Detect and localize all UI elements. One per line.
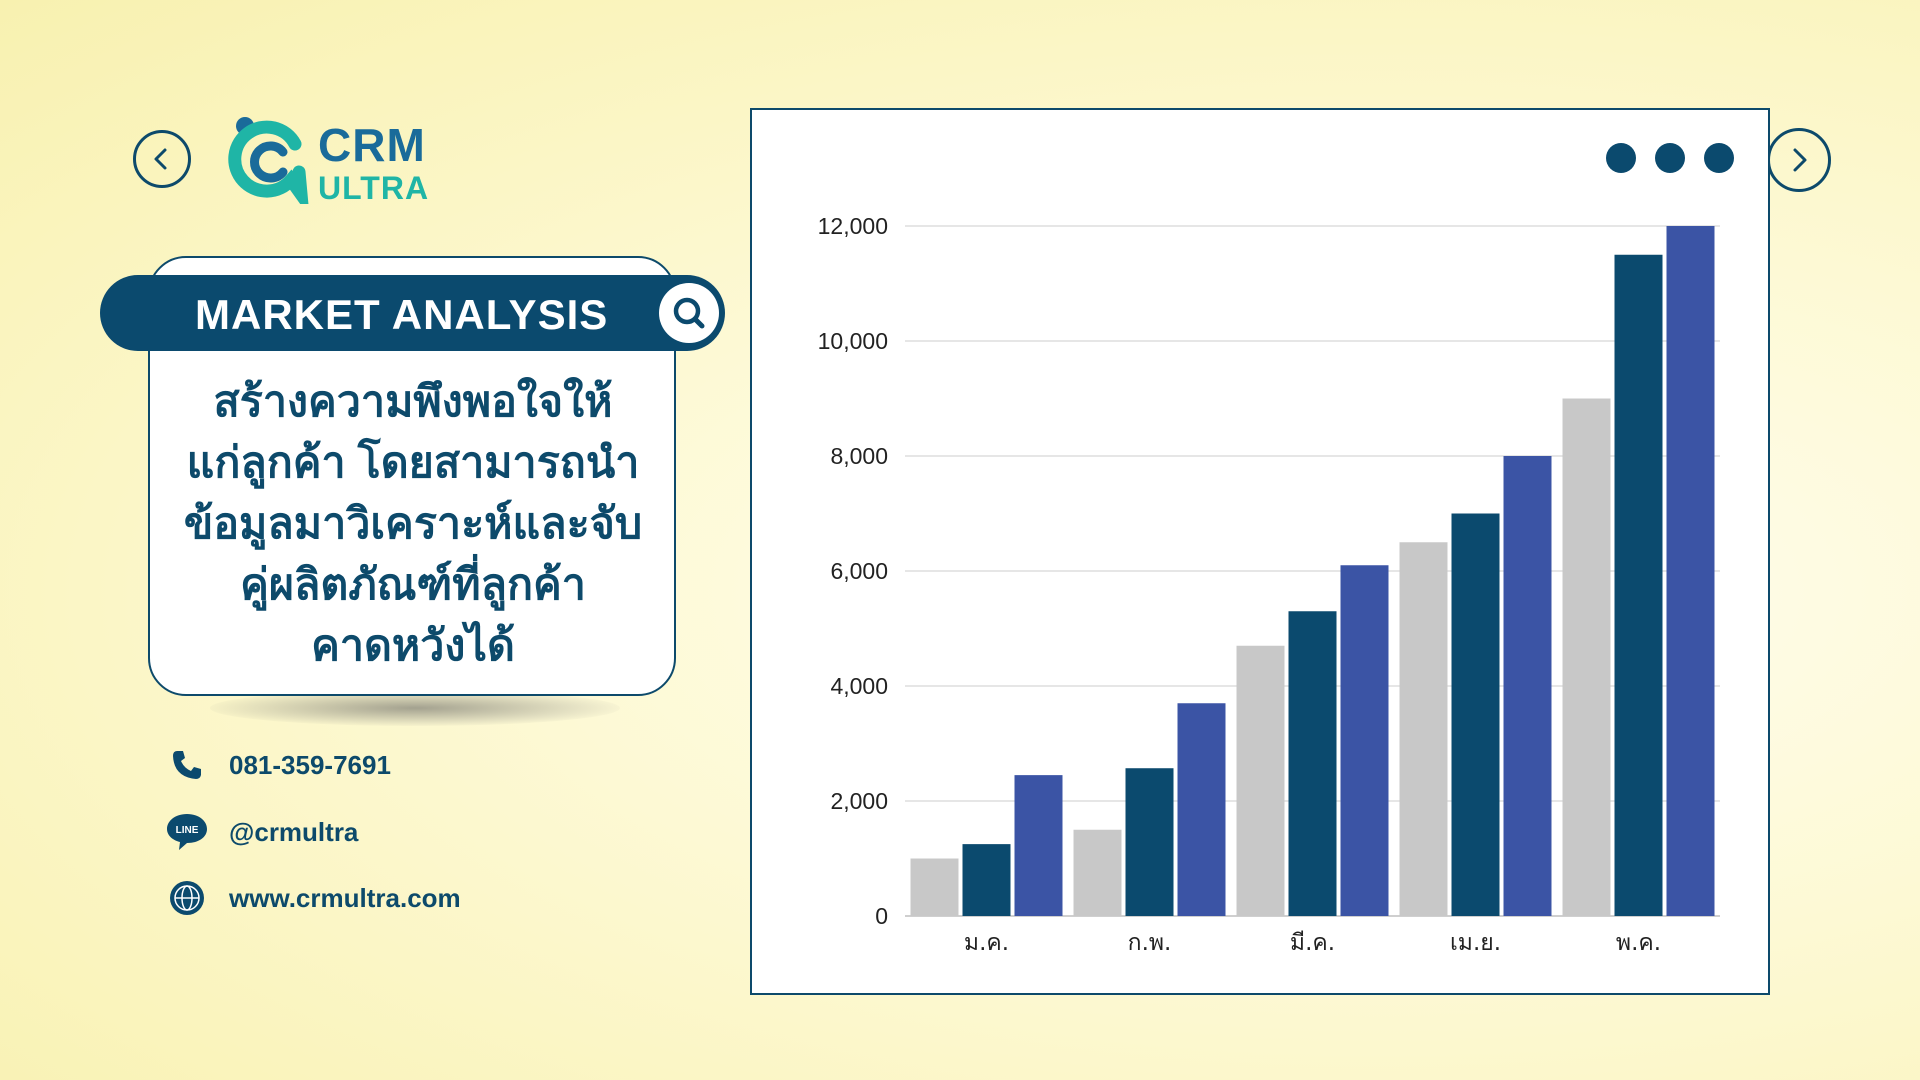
bar	[1236, 645, 1285, 916]
x-tick-label: เม.ย.	[1450, 930, 1501, 956]
bar	[1451, 513, 1500, 916]
brand-name: CRM	[318, 119, 426, 171]
bar	[1562, 398, 1611, 916]
x-tick-label: มี.ค.	[1290, 930, 1335, 956]
line-id: @crmultra	[229, 816, 359, 847]
chevron-right-icon	[1793, 148, 1807, 172]
phone-number: 081-359-7691	[229, 749, 391, 780]
bar	[1340, 565, 1389, 916]
y-tick-label: 8,000	[830, 443, 888, 469]
y-tick-label: 12,000	[818, 213, 888, 239]
previous-button[interactable]	[133, 130, 191, 188]
bar	[1503, 456, 1552, 916]
bar	[910, 858, 959, 916]
card-line: แก่ลูกค้า โดยสามารถนำ	[186, 439, 640, 487]
bar	[1014, 775, 1063, 916]
card-shadow	[210, 690, 620, 726]
banner-title: MARKET ANALYSIS	[195, 291, 609, 338]
contact-website[interactable]: www.crmultra.com	[165, 873, 461, 923]
card-description: สร้างความพึงพอใจให้ แก่ลูกค้า โดยสามารถน…	[170, 372, 656, 677]
x-tick-label: ม.ค.	[964, 930, 1009, 956]
chevron-left-icon	[154, 148, 167, 170]
bar	[1288, 611, 1337, 916]
y-tick-label: 6,000	[830, 558, 888, 584]
website-url: www.crmultra.com	[229, 882, 461, 913]
contact-line[interactable]: LINE @crmultra	[165, 807, 358, 857]
card-line: คาดหวังได้	[311, 622, 515, 670]
bar	[962, 844, 1011, 916]
bar	[1073, 829, 1122, 916]
bar	[1399, 542, 1448, 916]
search-button[interactable]	[659, 283, 719, 343]
globe-icon	[170, 881, 204, 915]
bar	[1125, 768, 1174, 916]
y-tick-label: 4,000	[830, 673, 888, 699]
bar	[1666, 226, 1715, 916]
card-line: ข้อมูลมาวิเคราะห์และจับ	[183, 500, 643, 548]
more-dots-icon	[1606, 143, 1636, 173]
y-tick-label: 10,000	[818, 328, 888, 354]
line-badge-text: LINE	[176, 825, 199, 836]
line-icon: LINE	[167, 814, 207, 850]
phone-icon	[173, 751, 201, 779]
contact-phone[interactable]: 081-359-7691	[165, 740, 391, 790]
more-dots-icon	[1655, 143, 1685, 173]
y-tick-label: 2,000	[830, 788, 888, 814]
title-banner: MARKET ANALYSIS	[100, 275, 725, 351]
card-line: สร้างความพึงพอใจให้	[213, 378, 613, 426]
x-tick-label: พ.ค.	[1616, 930, 1661, 956]
bar	[1177, 703, 1226, 916]
brand-logo: CRM ULTRA	[225, 112, 435, 207]
bar	[1614, 254, 1663, 916]
brand-subname: ULTRA	[318, 170, 430, 206]
card-line: คู่ผลิตภัณฑ์ที่ลูกค้า	[240, 561, 586, 609]
logo-mark-icon	[228, 117, 309, 204]
y-tick-label: 0	[875, 903, 888, 929]
x-tick-label: ก.พ.	[1128, 930, 1172, 956]
search-icon	[673, 297, 705, 329]
more-options-button[interactable]	[1606, 143, 1734, 173]
more-dots-icon	[1704, 143, 1734, 173]
